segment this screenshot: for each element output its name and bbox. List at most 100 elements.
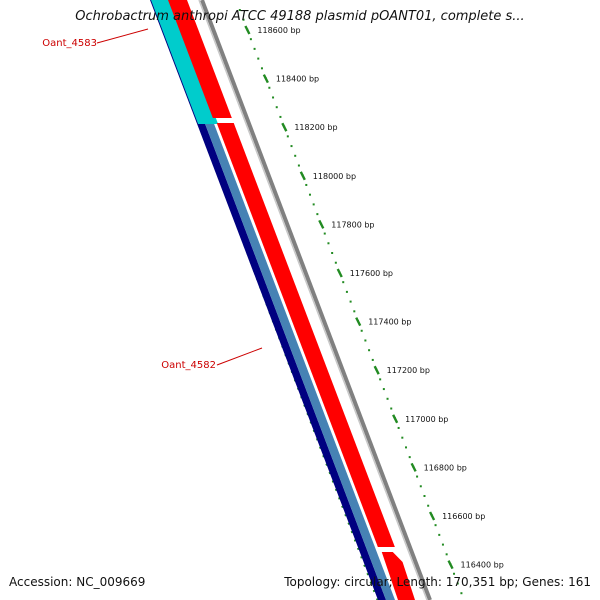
ruler-minor-tick [419,485,422,488]
ruler-tick-label: 118200 bp [294,123,337,132]
topology-value: circular; [344,575,393,589]
ruler-minor-tick [334,261,337,264]
ruler-minor-tick [405,446,408,449]
ruler-tick-label: 117600 bp [350,269,393,278]
ruler-major-tick [392,414,399,424]
ruler-minor-tick [438,533,441,536]
ruler-minor-tick [249,38,252,41]
ruler-major-tick [262,74,269,84]
ruler-minor-tick [368,349,371,352]
forward-cds-oant-4583[interactable] [151,0,219,124]
ruler-minor-tick [364,339,367,342]
ruler-minor-tick [297,164,300,167]
reverse-cds-oant-4582[interactable] [150,0,386,600]
sequence-backbone [200,0,432,600]
ruler-minor-tick [268,86,271,89]
ruler-minor-tick [456,582,459,585]
ruler-minor-tick [390,407,393,410]
ruler-minor-tick [260,67,263,70]
ruler-major-tick [244,25,251,35]
ruler-minor-tick [238,9,241,11]
ruler-minor-tick [308,193,311,196]
ruler-minor-tick [408,456,411,459]
ruler-minor-tick [371,358,374,361]
ruler-minor-tick [427,504,430,507]
ruler-minor-tick [434,524,437,527]
ruler-minor-tick [327,242,330,245]
ruler-minor-tick [349,300,352,303]
ruler-minor-tick [382,388,385,391]
genes-label: Genes: [522,575,565,589]
ruler-tick-label: 117000 bp [405,415,448,424]
ruler-major-tick [355,317,362,327]
ruler-tick-label: 118400 bp [276,75,319,84]
ruler-minor-tick [305,183,308,186]
ruler-tick-label: 116600 bp [442,512,485,521]
ruler-major-tick [373,365,380,375]
forward-cds-red-top[interactable] [168,0,232,118]
accession-label: Accession: [9,575,73,589]
ruler-minor-tick [386,397,389,400]
ruler-minor-tick [290,145,293,148]
ruler-minor-tick [401,436,404,439]
ruler-minor-tick [353,310,356,313]
accession-info: Accession: NC_009669 [9,575,145,589]
gene-label-leader [96,28,149,44]
ruler-tick-label: 117400 bp [368,318,411,327]
ruler-minor-tick [257,57,260,60]
length-value: 170,351 bp; [445,575,519,589]
genes-value: 161 [568,575,591,589]
ruler-major-tick [299,171,306,181]
ruler-minor-tick [312,203,315,206]
ruler-minor-tick [379,378,382,381]
reverse-cds-alt-oant-4582[interactable] [158,0,395,600]
ruler-minor-tick [294,154,297,157]
ruler-minor-tick [286,135,289,138]
ruler-tick-label: 117200 bp [387,366,430,375]
ruler-tick-label: 117800 bp [331,220,374,229]
ruler-minor-tick [360,329,363,332]
ruler-minor-tick [397,426,400,429]
ruler-major-tick [447,560,454,570]
ruler-major-tick [318,219,325,229]
bp-ruler: 118600 bp 118400 bp 118200 bp 118000 bp 1178… [238,9,504,595]
map-title: Ochrobactrum anthropi ATCC 49188 plasmid… [75,9,525,24]
ruler-minor-tick [345,290,348,293]
ruler-minor-tick [279,115,282,118]
topology-label: Topology: [284,575,341,589]
gene-label-oant-4583[interactable]: Oant_4583 [42,28,149,49]
ruler-minor-tick [423,495,426,497]
accession-value: NC_009669 [76,575,146,589]
sequence-summary: Topology: circular; Length: 170,351 bp; … [284,575,591,589]
ruler-major-tick [281,122,288,132]
ruler-minor-tick [416,475,419,478]
ruler-minor-tick [242,18,245,21]
length-label: Length: [396,575,442,589]
gene-label-oant-4582[interactable]: Oant_4582 [161,347,263,371]
ruler-minor-tick [323,232,326,235]
gene-label-text: Oant_4582 [161,360,216,371]
ruler-major-tick [336,268,343,278]
ruler-tick-label: 116400 bp [461,561,504,570]
ruler-minor-tick [272,96,275,99]
forward-cds-red-main[interactable] [216,123,395,547]
ruler-major-tick [429,511,436,521]
gene-label-leader [216,347,263,366]
gene-label-text: Oant_4583 [42,38,97,49]
ruler-tick-label: 118000 bp [313,172,356,181]
ruler-minor-tick [342,281,345,284]
ruler-minor-tick [316,213,319,216]
ruler-minor-tick [460,592,463,595]
ruler-major-tick [410,462,417,472]
ruler-minor-tick [445,553,448,556]
ruler-minor-tick [453,572,456,575]
ruler-minor-tick [331,252,334,254]
forward-cds-red-bottom-arrow[interactable] [381,552,415,600]
ruler-minor-tick [275,106,278,109]
ruler-tick-label: 118600 bp [257,26,300,35]
ruler-tick-label: 116800 bp [424,463,467,472]
ruler-minor-tick [441,543,444,546]
ruler-minor-tick [253,47,256,50]
sequence-backbone-highlight [198,0,428,600]
